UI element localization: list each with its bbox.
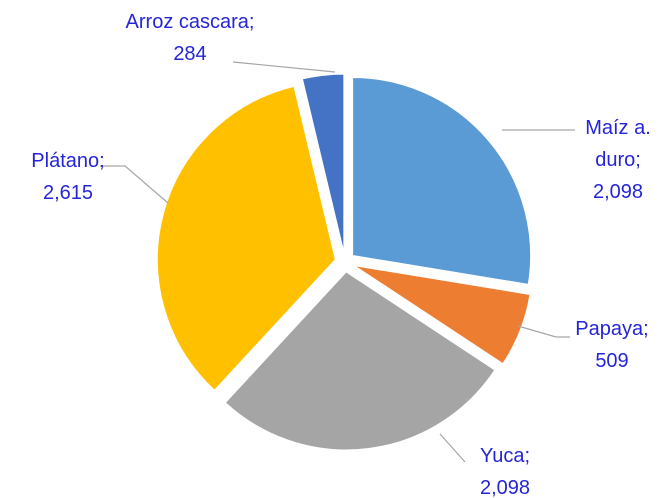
leader-line xyxy=(439,433,466,463)
pie-slice xyxy=(224,271,496,451)
label-separator: ; xyxy=(524,445,531,467)
data-label: Yuca; 2,098 xyxy=(455,440,555,498)
category-name: Yuca xyxy=(479,445,525,467)
pie-slice xyxy=(301,73,345,253)
category-name: Papaya xyxy=(575,318,644,340)
category-name: Plátano xyxy=(31,150,100,172)
label-separator: ; xyxy=(643,318,649,340)
value-label: 2,615 xyxy=(42,182,94,204)
value-label: 2,098 xyxy=(479,477,531,498)
data-label: Plátano; 2,615 xyxy=(0,145,136,209)
category-name: Maíz a. duro xyxy=(585,117,651,171)
data-label: Maíz a. duro; 2,098 xyxy=(570,112,663,208)
value-label: 284 xyxy=(173,43,207,65)
label-separator: ; xyxy=(99,150,105,172)
leader-line xyxy=(232,61,336,73)
label-separator: ; xyxy=(635,149,641,171)
data-label: Papaya; 509 xyxy=(562,313,662,377)
data-label: Arroz cascara; 284 xyxy=(120,6,260,70)
pie-slice xyxy=(156,85,336,391)
value-label: 509 xyxy=(595,350,629,372)
value-label: 2,098 xyxy=(592,181,644,203)
leader-line xyxy=(517,325,570,338)
leader-line xyxy=(100,165,169,204)
pie-slice xyxy=(352,77,532,285)
pie-slice xyxy=(354,265,531,365)
category-name: Arroz cascara xyxy=(125,11,249,33)
label-separator: ; xyxy=(248,11,255,33)
